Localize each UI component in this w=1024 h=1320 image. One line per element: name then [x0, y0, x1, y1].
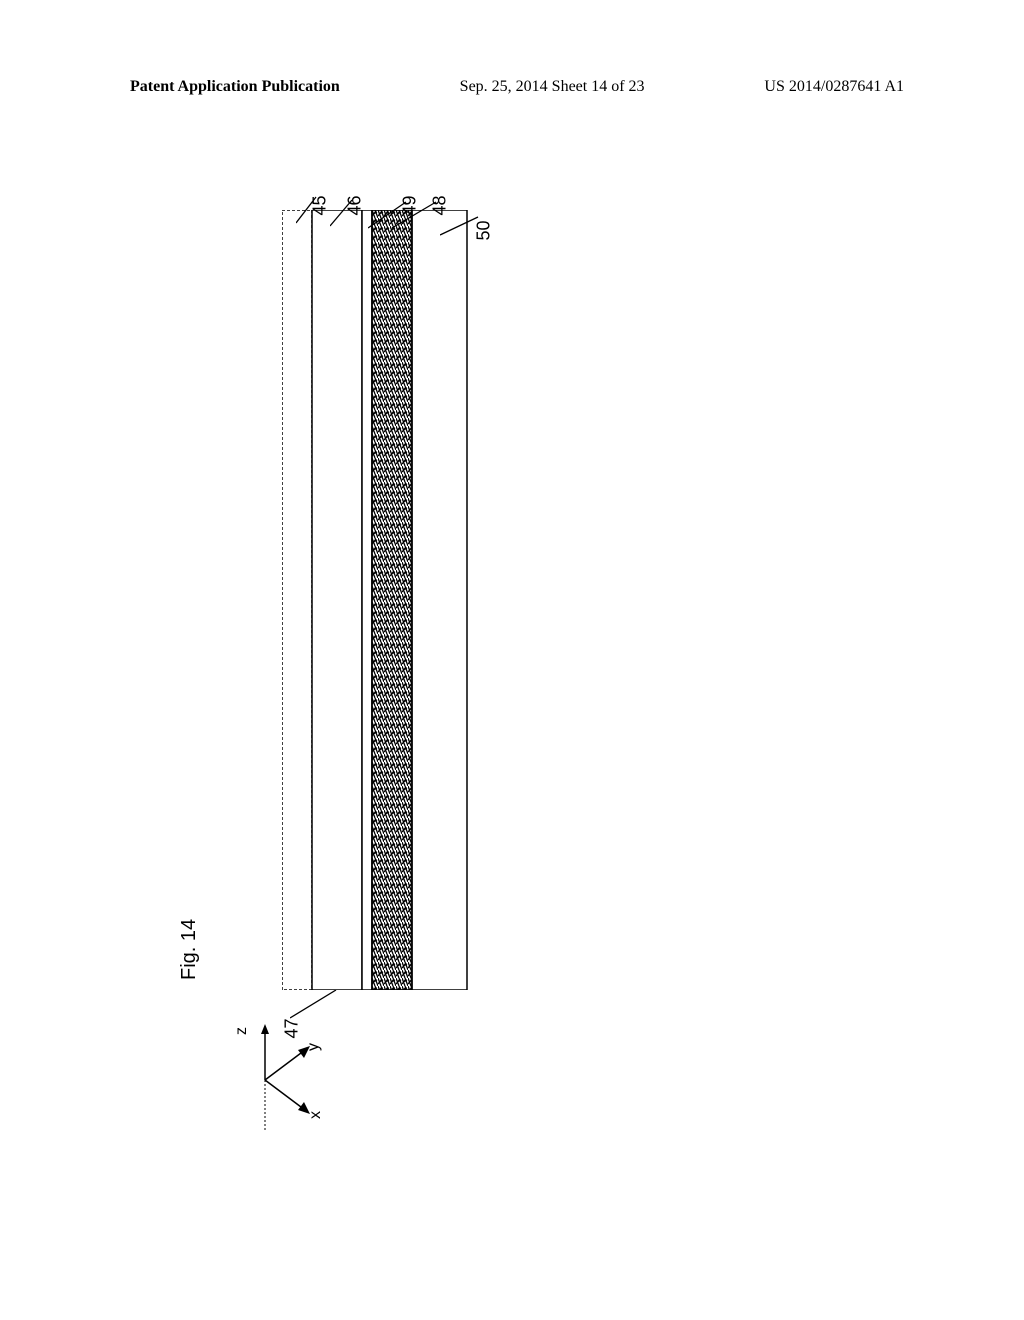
- cross-section-diagram: [282, 210, 472, 990]
- leader-48: [392, 200, 438, 230]
- leader-46: [330, 198, 354, 228]
- page-header: Patent Application Publication Sep. 25, …: [0, 78, 1024, 96]
- coordinate-axes: z y x: [210, 1020, 320, 1130]
- leader-45: [296, 195, 318, 225]
- figure-label: Fig. 14: [178, 919, 201, 980]
- header-mid: Sep. 25, 2014 Sheet 14 of 23: [460, 78, 645, 96]
- leader-47: [290, 990, 340, 1020]
- header-left: Patent Application Publication: [130, 78, 340, 96]
- leader-50: [440, 215, 480, 245]
- axis-y-label: y: [305, 1043, 323, 1051]
- header-right: US 2014/0287641 A1: [764, 78, 904, 96]
- axis-x-label: x: [307, 1111, 325, 1119]
- axis-z-label: z: [233, 1027, 251, 1035]
